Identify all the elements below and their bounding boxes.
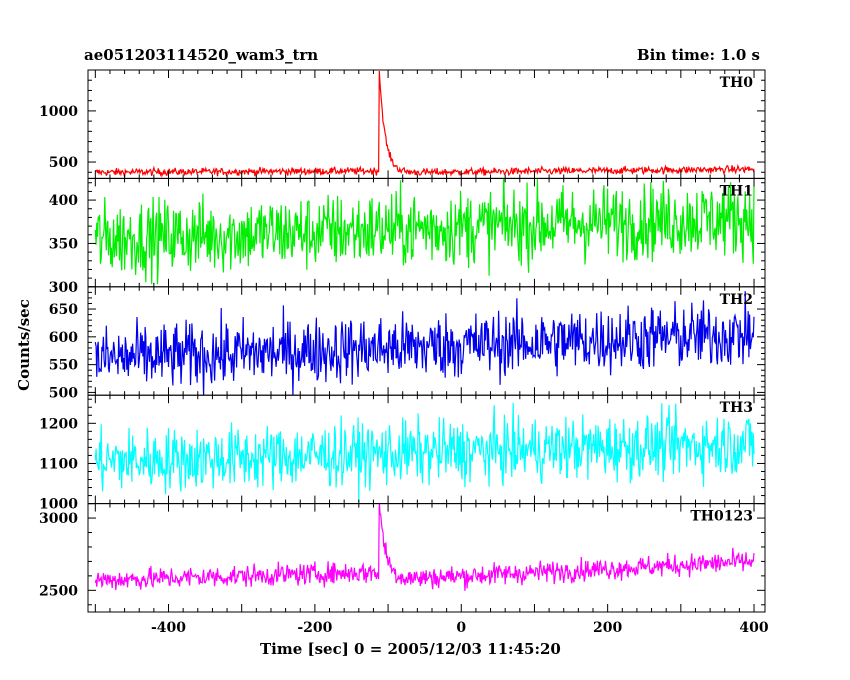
x-tick-label: 0 bbox=[456, 620, 466, 636]
series-line-th0123 bbox=[94, 503, 755, 591]
panel-label-th1: TH1 bbox=[720, 183, 753, 199]
x-tick-label: -200 bbox=[297, 620, 332, 636]
panel-label-th0123: TH0123 bbox=[690, 509, 753, 525]
x-tick-label: 200 bbox=[593, 620, 622, 636]
series-line-th0 bbox=[94, 70, 755, 178]
y-tick-label: 1000 bbox=[39, 497, 78, 513]
panel-label-th0: TH0 bbox=[720, 75, 754, 91]
panel-frame bbox=[87, 69, 766, 179]
chart-title-right: Bin time: 1.0 s bbox=[636, 46, 760, 64]
y-tick-label: 650 bbox=[49, 302, 78, 318]
x-tick-label: -400 bbox=[151, 620, 186, 636]
x-axis-label: Time [sec] 0 = 2005/12/03 11:45:20 bbox=[260, 640, 561, 658]
series-line-th2 bbox=[94, 291, 755, 396]
y-tick-label: 400 bbox=[49, 193, 78, 209]
y-axis-label: Counts/sec bbox=[14, 299, 33, 391]
panel-label-th3: TH3 bbox=[720, 400, 753, 416]
y-tick-label: 1200 bbox=[39, 416, 78, 432]
y-tick-label: 1000 bbox=[39, 104, 78, 120]
y-tick-label: 1100 bbox=[39, 456, 78, 472]
y-tick-label: 2500 bbox=[39, 583, 78, 599]
series-line-th1 bbox=[94, 178, 755, 285]
y-tick-label: 550 bbox=[49, 358, 78, 374]
y-tick-label: 500 bbox=[49, 385, 78, 401]
x-tick-label: 400 bbox=[739, 620, 768, 636]
series-line-th3 bbox=[94, 402, 755, 502]
chart-title-left: ae051203114520_wam3_trn bbox=[84, 46, 319, 64]
y-tick-label: 600 bbox=[49, 330, 78, 346]
y-tick-label: 500 bbox=[49, 155, 78, 171]
panel-frame bbox=[87, 503, 766, 613]
panel-label-th2: TH2 bbox=[720, 292, 753, 308]
y-tick-label: 3000 bbox=[39, 511, 78, 527]
y-tick-label: 350 bbox=[49, 236, 78, 252]
y-tick-label: 300 bbox=[49, 280, 78, 296]
